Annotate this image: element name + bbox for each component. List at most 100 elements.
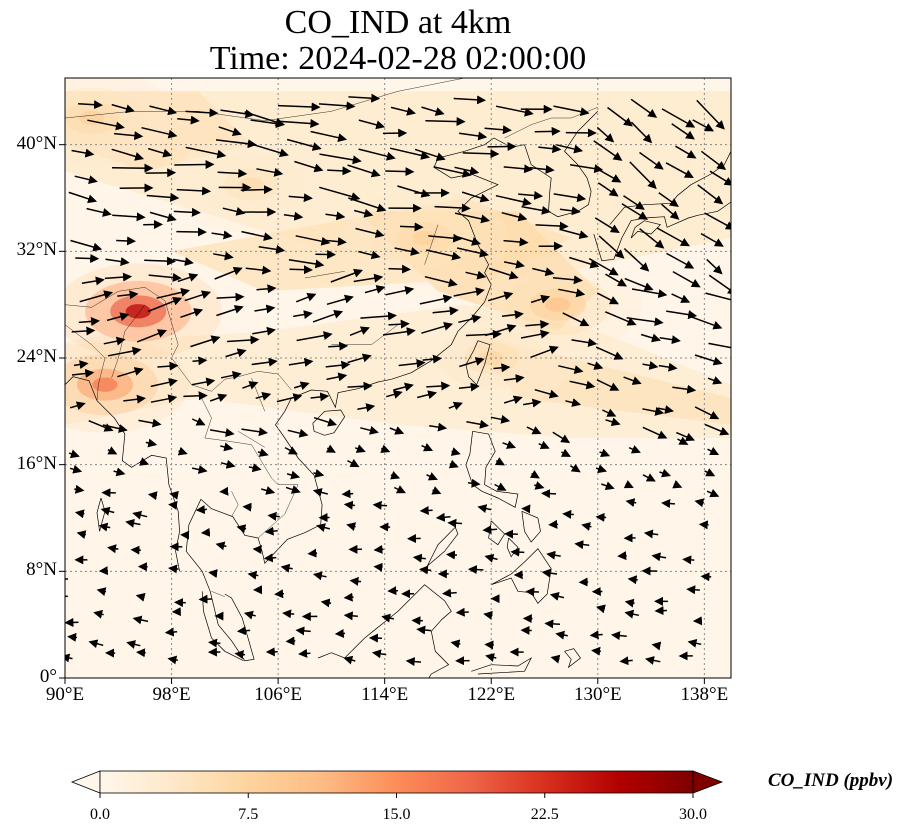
border-segment [198, 391, 299, 539]
wind-arrow [504, 529, 518, 539]
wind-arrow [656, 227, 690, 247]
wind-arrow [100, 506, 115, 516]
wind-arrow [605, 417, 621, 427]
coastline-segment [630, 220, 662, 239]
wind-arrow [541, 489, 557, 499]
wind-arrow [334, 628, 346, 638]
wind-arrow [676, 431, 695, 442]
wind-arrow [371, 649, 387, 659]
wind-arrow [446, 550, 458, 560]
colorbar-label: CO_IND (ppbv) [768, 770, 894, 791]
wind-arrow [454, 212, 491, 224]
wind-arrow [672, 270, 701, 288]
wind-arrow [74, 509, 85, 519]
wind-arrow [139, 457, 150, 466]
wind-arrow [132, 510, 148, 520]
wind-arrow [534, 126, 561, 136]
wind-arrow [295, 235, 331, 246]
wind-arrow [595, 346, 624, 360]
wind-arrow [177, 115, 200, 125]
wind-arrow [393, 485, 406, 494]
wind-arrow [310, 392, 330, 402]
map-area [65, 78, 731, 678]
wind-arrow [544, 619, 561, 629]
wind-arrow [354, 208, 374, 218]
wind-arrow [330, 268, 364, 283]
wind-arrow [312, 309, 344, 323]
wind-arrow [433, 166, 472, 178]
wind-arrow [458, 131, 488, 141]
wind-arrow [144, 256, 176, 266]
wind-arrow [532, 267, 555, 277]
wind-arrow [398, 358, 426, 368]
wind-arrow [195, 505, 207, 515]
wind-arrow [687, 638, 702, 648]
wind-arrow [208, 638, 221, 648]
wind-arrow [250, 119, 286, 129]
wind-arrow [313, 468, 325, 478]
wind-arrow [482, 525, 498, 535]
coastline-segment [491, 548, 552, 604]
wind-arrow [278, 119, 320, 128]
wind-arrow [234, 650, 246, 660]
wind-arrow [298, 648, 311, 658]
wind-arrow [639, 228, 665, 249]
wind-arrow [661, 108, 696, 128]
wind-arrow [277, 102, 321, 112]
wind-arrow [558, 288, 586, 298]
wind-arrow [343, 611, 358, 621]
wind-arrow [252, 326, 276, 336]
wind-arrow [419, 506, 433, 515]
wind-arrow [256, 284, 277, 294]
wind-arrow [191, 417, 206, 426]
wind-arrow [295, 292, 317, 303]
wind-arrow [96, 587, 107, 597]
wind-arrow [555, 630, 568, 640]
wind-arrow [483, 610, 493, 620]
wind-arrow [252, 545, 262, 555]
wind-arrow [312, 571, 327, 581]
wind-arrow [113, 467, 126, 477]
wind-arrow [382, 327, 416, 337]
wind-arrow [385, 286, 415, 296]
wind-arrow [111, 103, 135, 114]
wind-arrow [698, 520, 709, 530]
wind-arrow [456, 247, 489, 258]
wind-arrow [665, 162, 694, 179]
x-tick-label: 122°E [467, 684, 516, 705]
wind-arrow [293, 310, 313, 319]
wind-arrow [559, 206, 581, 216]
wind-arrow [419, 294, 453, 305]
wind-arrow [617, 551, 627, 561]
wind-arrow [552, 275, 583, 285]
colorbar-extend-min [70, 770, 101, 794]
wind-arrow [343, 592, 354, 602]
wind-arrow [148, 272, 182, 282]
wind-arrow [639, 151, 664, 170]
wind-arrow [623, 376, 642, 385]
wind-arrow [191, 465, 208, 474]
wind-arrow [495, 194, 532, 207]
wind-arrow [390, 470, 401, 480]
wind-arrow [385, 167, 415, 177]
wind-arrow [183, 391, 208, 401]
wind-arrow [596, 126, 615, 143]
wind-arrow [598, 235, 625, 259]
wind-arrow [146, 192, 180, 202]
wind-arrow [147, 147, 173, 158]
wind-arrow [130, 545, 141, 555]
colorbar [70, 770, 724, 798]
wind-arrow [624, 598, 635, 608]
wind-arrow [372, 500, 388, 510]
map-title: CO_IND at 4km [284, 4, 512, 41]
wind-arrow [672, 384, 697, 394]
wind-arrow [114, 131, 144, 141]
wind-arrow [605, 311, 637, 326]
wind-arrow [450, 639, 461, 649]
wind-arrow [284, 446, 298, 455]
wind-arrow [419, 565, 432, 575]
wind-arrow [326, 372, 348, 382]
wind-arrow [295, 626, 311, 636]
wind-arrow [494, 457, 506, 466]
colorbar-tick-label: 15.0 [382, 806, 411, 823]
